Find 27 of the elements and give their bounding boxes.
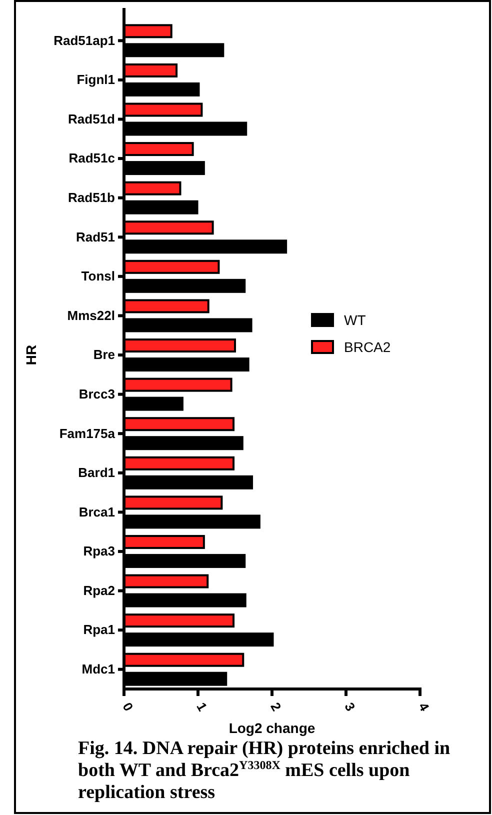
y-tick-label: Rpa3 [83, 544, 115, 559]
y-tick-label: Rad51ap1 [54, 32, 115, 48]
y-tick-label: Rad51c [68, 150, 115, 166]
y-tick-label: Rpa1 [83, 622, 115, 638]
x-tick-label: 0 [120, 700, 136, 714]
x-tick-label: 2 [268, 700, 284, 714]
x-tick-label: 4 [416, 700, 433, 714]
y-tick-label: Fam175a [59, 426, 116, 441]
y-tick-label: Rad51b [68, 190, 116, 205]
y-tick-label: Rad51d [68, 111, 116, 126]
x-tick-label: 1 [194, 700, 210, 714]
y-tick-label: Rpa2 [83, 582, 115, 598]
y-tick-label: Bre [93, 347, 115, 362]
legend-label: BRCA2 [344, 339, 391, 355]
y-tick-label: Brca1 [78, 504, 115, 520]
x-axis-title: Log2 change [228, 720, 316, 736]
x-tick-label: 3 [342, 700, 358, 714]
y-tick-label: Bard1 [78, 465, 115, 480]
y-tick-label: Mms22l [67, 308, 115, 323]
y-tick-label: Mdc1 [82, 662, 115, 677]
legend-label: WT [344, 312, 366, 328]
y-tick-label: Rad51 [76, 229, 115, 244]
y-axis-title: HR [23, 344, 39, 366]
y-tick-label: Fignl1 [76, 72, 115, 88]
chart-title: Fig. 14. DNA repair (HR) proteins enriched in both WT and Brca2$^{Y3308X}$ mES cells upon replication stress [78, 738, 450, 803]
y-tick-label: Tonsl [81, 268, 115, 284]
y-tick-label: Brcc3 [78, 386, 115, 402]
